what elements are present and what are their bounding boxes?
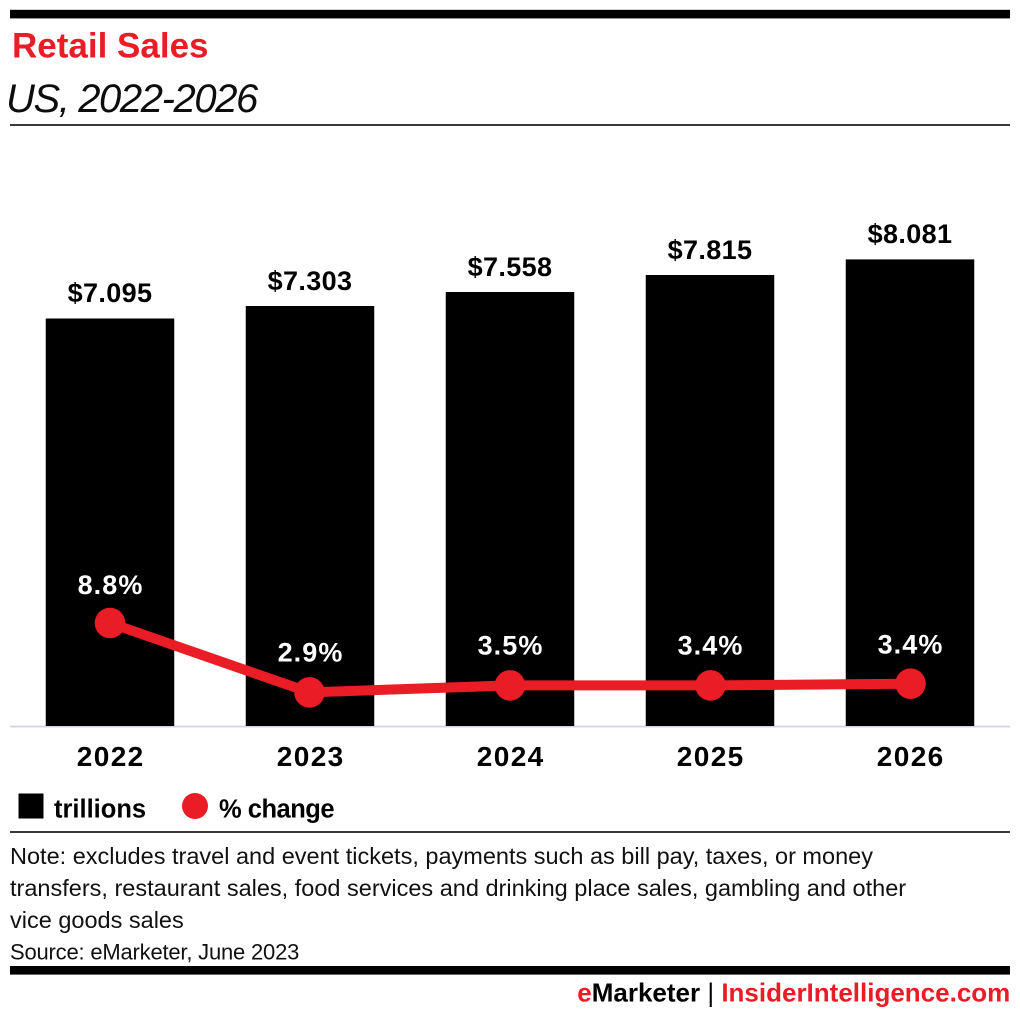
svg-text:2022: 2022 [77,741,145,772]
svg-text:% change: % change [219,796,334,824]
svg-text:2026: 2026 [877,741,945,772]
svg-text:8.8%: 8.8% [78,570,144,600]
svg-text:$8.081: $8.081 [868,219,953,249]
svg-text:Note: excludes travel and even: Note: excludes travel and event tickets,… [10,843,873,869]
svg-text:$7.815: $7.815 [668,235,753,265]
svg-text:$7.558: $7.558 [468,252,553,282]
svg-text:2.9%: 2.9% [278,638,344,668]
svg-text:2025: 2025 [677,741,745,772]
svg-text:Retail Sales: Retail Sales [12,27,209,66]
svg-text:3.4%: 3.4% [678,631,744,661]
svg-text:transfers, restaurant sales, f: transfers, restaurant sales, food servic… [10,875,906,901]
svg-text:3.5%: 3.5% [478,631,544,661]
svg-text:eMarketer | InsiderIntelligenc: eMarketer | InsiderIntelligence.com [577,977,1010,1007]
svg-text:US, 2022-2026: US, 2022-2026 [6,77,259,121]
svg-text:trillions: trillions [54,796,146,824]
svg-text:vice goods sales: vice goods sales [10,907,184,933]
svg-text:2023: 2023 [277,741,345,772]
svg-text:$7.095: $7.095 [68,278,153,308]
svg-text:Source: eMarketer, June 2023: Source: eMarketer, June 2023 [10,939,299,964]
svg-text:$7.303: $7.303 [268,266,353,296]
svg-text:3.4%: 3.4% [878,630,944,660]
svg-text:2024: 2024 [477,741,545,772]
